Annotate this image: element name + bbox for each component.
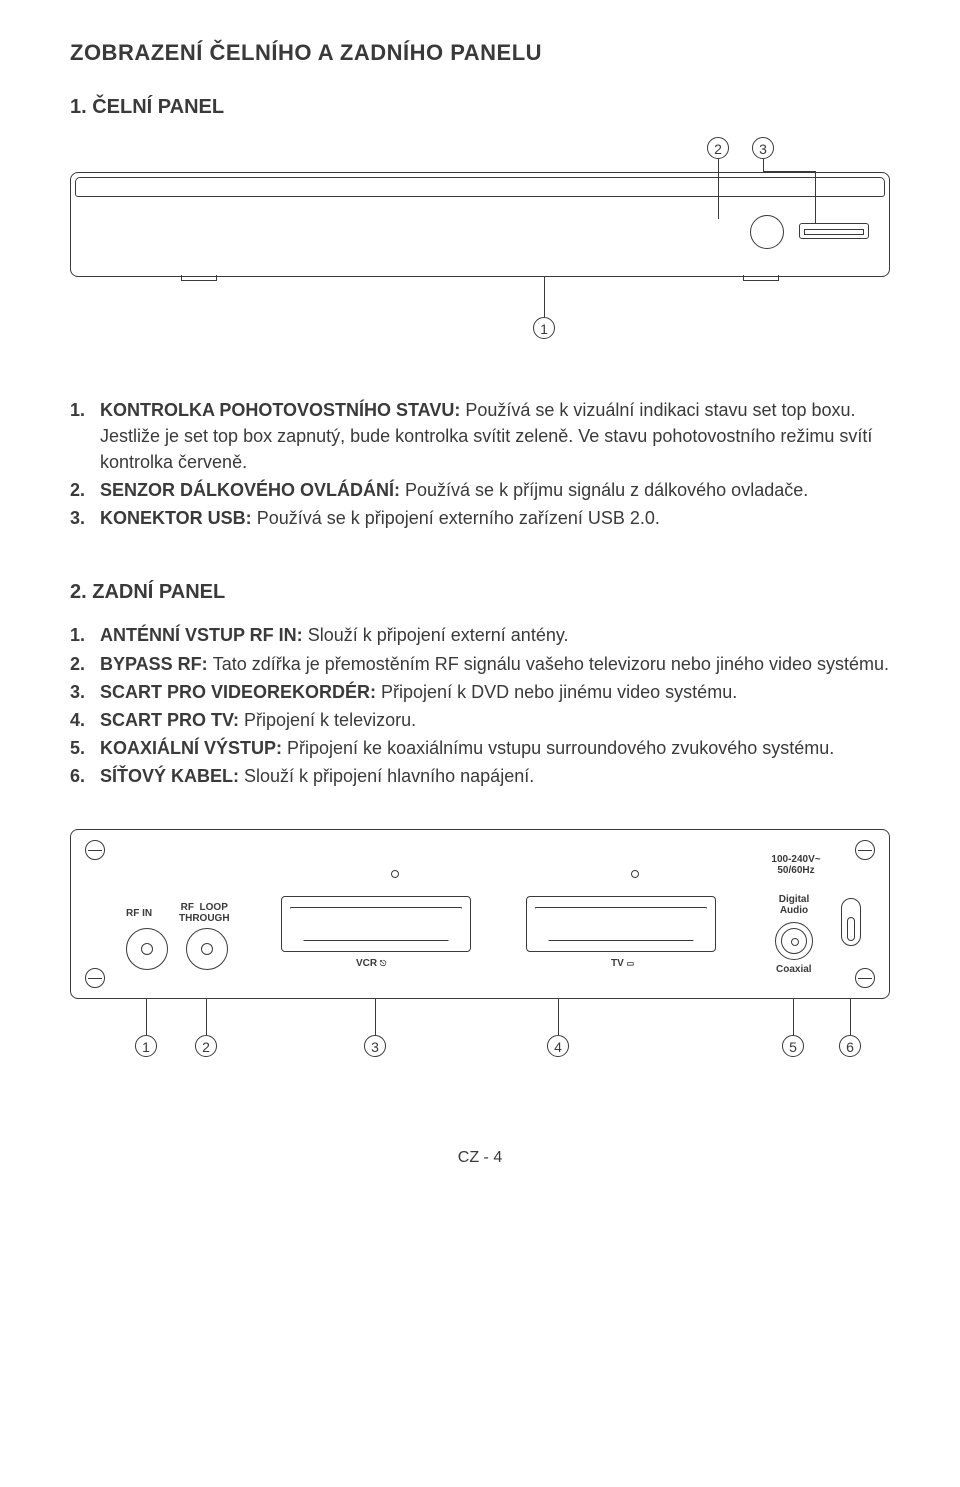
power-button-icon <box>750 215 784 249</box>
rear-callouts: 1 2 3 4 5 6 <box>70 999 890 1069</box>
rear-callout-3: 3 <box>364 1035 386 1057</box>
list-text: Slouží k připojení externí antény. <box>308 625 569 645</box>
screw-icon <box>855 968 875 988</box>
list-number: 3. <box>70 679 100 705</box>
leader-line <box>793 999 794 1035</box>
leader-line <box>558 999 559 1035</box>
list-item: 1. ANTÉNNÍ VSTUP RF IN: Slouží k připoje… <box>70 622 890 648</box>
list-text: Připojení k televizoru. <box>244 710 416 730</box>
leader-line <box>206 999 207 1035</box>
device-foot <box>743 275 779 281</box>
list-item: 6. SÍŤOVÝ KABEL: Slouží k připojení hlav… <box>70 763 890 789</box>
front-callout-1: 1 <box>533 317 555 339</box>
front-device-outline <box>70 172 890 277</box>
mount-hole-icon <box>631 870 639 878</box>
coaxial-label: Coaxial <box>776 964 812 975</box>
list-label: SCART PRO TV: <box>100 710 244 730</box>
screw-icon <box>855 840 875 860</box>
list-item: 4. SCART PRO TV: Připojení k televizoru. <box>70 707 890 733</box>
tv-label: TV ▭ <box>611 958 634 969</box>
list-label: KONTROLKA POHOTOVOSTNÍHO STAVU: <box>100 400 465 420</box>
vcr-label: VCR ⎋ <box>356 958 386 969</box>
leader-line <box>850 999 851 1035</box>
rear-callout-4: 4 <box>547 1035 569 1057</box>
list-item: 1. KONTROLKA POHOTOVOSTNÍHO STAVU: Použí… <box>70 397 890 475</box>
front-panel-list: 1. KONTROLKA POHOTOVOSTNÍHO STAVU: Použí… <box>70 397 890 531</box>
leader-line <box>375 999 376 1035</box>
rf-in-label: RF IN <box>126 908 152 919</box>
list-label: KONEKTOR USB: <box>100 508 257 528</box>
rear-panel-heading: 2. ZADNÍ PANEL <box>70 581 890 604</box>
rear-panel-diagram: RF IN RF LOOP THROUGH VCR ⎋ TV ▭ 100-240… <box>70 829 890 999</box>
list-item: 5. KOAXIÁLNÍ VÝSTUP: Připojení ke koaxiá… <box>70 735 890 761</box>
list-text: Připojení ke koaxiálnímu vstupu surround… <box>287 738 834 758</box>
list-number: 2. <box>70 651 100 677</box>
list-number: 6. <box>70 763 100 789</box>
list-label: SENZOR DÁLKOVÉHO OVLÁDÁNÍ: <box>100 480 405 500</box>
power-label: 100-240V~ 50/60Hz <box>761 854 831 876</box>
scart-vcr-icon <box>281 896 471 952</box>
list-text: Používá se k příjmu signálu z dálkového … <box>405 480 808 500</box>
list-number: 2. <box>70 477 100 503</box>
power-cord-icon <box>841 898 861 946</box>
list-number: 3. <box>70 505 100 531</box>
list-number: 1. <box>70 622 100 648</box>
list-item: 3. KONEKTOR USB: Používá se k připojení … <box>70 505 890 531</box>
page-title: ZOBRAZENÍ ČELNÍHO A ZADNÍHO PANELU <box>70 40 890 66</box>
rf-loop-jack-icon <box>186 928 228 970</box>
rear-callout-5: 5 <box>782 1035 804 1057</box>
rf-in-jack-icon <box>126 928 168 970</box>
list-label: SCART PRO VIDEOREKORDÉR: <box>100 682 381 702</box>
screw-icon <box>85 968 105 988</box>
leader-line <box>544 277 545 317</box>
list-item: 2. SENZOR DÁLKOVÉHO OVLÁDÁNÍ: Používá se… <box>70 477 890 503</box>
list-text: Slouží k připojení hlavního napájení. <box>244 766 534 786</box>
list-label: SÍŤOVÝ KABEL: <box>100 766 244 786</box>
list-item: 3. SCART PRO VIDEOREKORDÉR: Připojení k … <box>70 679 890 705</box>
front-callout-2: 2 <box>707 137 729 159</box>
mount-hole-icon <box>391 870 399 878</box>
list-item: 2. BYPASS RF: Tato zdířka je přemostěním… <box>70 651 890 677</box>
scart-tv-icon <box>526 896 716 952</box>
list-number: 4. <box>70 707 100 733</box>
list-label: KOAXIÁLNÍ VÝSTUP: <box>100 738 287 758</box>
list-text: Tato zdířka je přemostěním RF signálu va… <box>213 654 889 674</box>
page-footer: CZ - 4 <box>70 1149 890 1167</box>
usb-slot-icon <box>799 223 869 239</box>
leader-line <box>146 999 147 1035</box>
rear-callout-6: 6 <box>839 1035 861 1057</box>
list-label: ANTÉNNÍ VSTUP RF IN: <box>100 625 308 645</box>
list-text: Připojení k DVD nebo jinému video systém… <box>381 682 737 702</box>
screw-icon <box>85 840 105 860</box>
rear-panel-list: 1. ANTÉNNÍ VSTUP RF IN: Slouží k připoje… <box>70 622 890 789</box>
digital-audio-label: Digital Audio <box>771 894 817 916</box>
list-label: BYPASS RF: <box>100 654 213 674</box>
rf-loop-label: RF LOOP THROUGH <box>179 902 230 924</box>
front-panel-heading: 1. ČELNÍ PANEL <box>70 96 890 119</box>
coaxial-jack-icon <box>775 922 813 960</box>
rear-callout-2: 2 <box>195 1035 217 1057</box>
front-panel-diagram: 2 3 1 <box>70 137 890 347</box>
front-callout-3: 3 <box>752 137 774 159</box>
list-text: Používá se k připojení externího zařízen… <box>257 508 660 528</box>
leader-line <box>763 159 764 171</box>
device-foot <box>181 275 217 281</box>
rear-callout-1: 1 <box>135 1035 157 1057</box>
list-number: 1. <box>70 397 100 475</box>
list-number: 5. <box>70 735 100 761</box>
